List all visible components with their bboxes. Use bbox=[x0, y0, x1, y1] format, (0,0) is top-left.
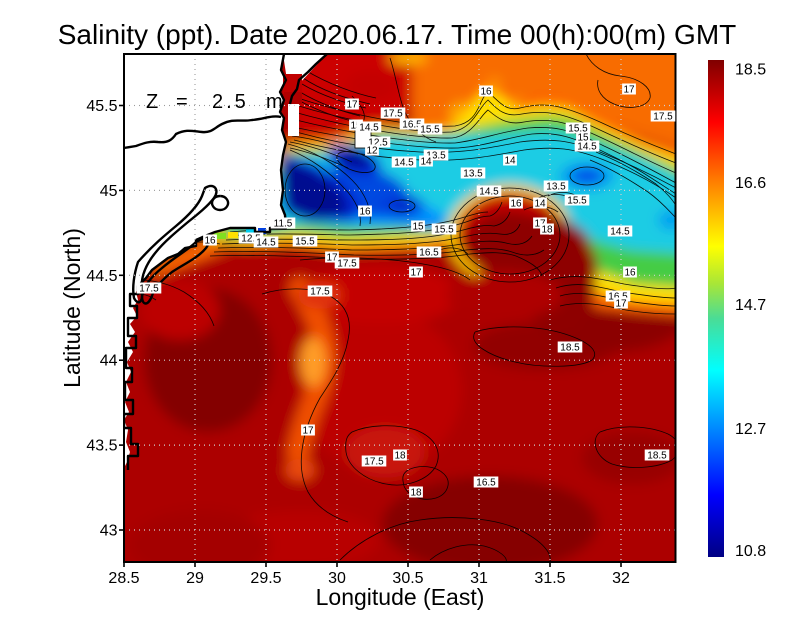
svg-text:16: 16 bbox=[480, 87, 492, 98]
svg-text:Longitude (East): Longitude (East) bbox=[316, 584, 485, 610]
svg-text:14.5: 14.5 bbox=[394, 158, 414, 169]
svg-text:30: 30 bbox=[328, 570, 346, 587]
svg-text:14: 14 bbox=[504, 156, 516, 167]
svg-text:16.6: 16.6 bbox=[735, 175, 766, 192]
svg-text:17: 17 bbox=[302, 426, 314, 437]
svg-text:31: 31 bbox=[470, 570, 488, 587]
svg-text:16.5: 16.5 bbox=[402, 120, 422, 131]
svg-text:17.5: 17.5 bbox=[337, 259, 357, 270]
svg-text:15.5: 15.5 bbox=[567, 196, 587, 207]
svg-text:17.5: 17.5 bbox=[310, 287, 330, 298]
svg-text:16: 16 bbox=[510, 199, 522, 210]
svg-text:29: 29 bbox=[186, 570, 204, 587]
svg-text:12.5: 12.5 bbox=[368, 138, 388, 149]
svg-text:11.5: 11.5 bbox=[274, 219, 293, 230]
svg-text:18.5: 18.5 bbox=[735, 62, 766, 79]
svg-text:13.5: 13.5 bbox=[426, 151, 446, 162]
svg-text:32: 32 bbox=[612, 570, 630, 587]
svg-text:16: 16 bbox=[624, 268, 636, 279]
svg-text:17: 17 bbox=[615, 299, 627, 310]
svg-text:44: 44 bbox=[100, 353, 118, 370]
svg-text:17.5: 17.5 bbox=[653, 112, 673, 123]
svg-text:14.5: 14.5 bbox=[577, 142, 597, 153]
svg-text:30.5: 30.5 bbox=[392, 570, 423, 587]
svg-text:44.5: 44.5 bbox=[86, 268, 117, 285]
svg-text:14.5: 14.5 bbox=[359, 123, 379, 134]
svg-text:17: 17 bbox=[623, 85, 635, 96]
svg-text:28.5: 28.5 bbox=[108, 570, 139, 587]
svg-text:17.5: 17.5 bbox=[383, 109, 403, 120]
svg-text:18.5: 18.5 bbox=[647, 451, 667, 462]
svg-text:15: 15 bbox=[577, 133, 589, 144]
svg-text:13.5: 13.5 bbox=[546, 182, 566, 193]
svg-text:18: 18 bbox=[394, 451, 406, 462]
svg-text:15: 15 bbox=[412, 222, 424, 233]
svg-text:15: 15 bbox=[350, 121, 362, 132]
svg-text:Z=2.5m: Z = 2.5 m bbox=[146, 91, 283, 113]
svg-text:16.5: 16.5 bbox=[608, 292, 628, 303]
svg-text:Salinity (ppt). Date 2020.06.1: Salinity (ppt). Date 2020.06.17. Time 00… bbox=[58, 19, 737, 50]
svg-text:14: 14 bbox=[420, 157, 432, 168]
svg-text:14.5: 14.5 bbox=[610, 227, 630, 238]
svg-text:15.5: 15.5 bbox=[568, 124, 588, 135]
svg-text:13.5: 13.5 bbox=[463, 169, 483, 180]
svg-text:12: 12 bbox=[366, 146, 378, 157]
svg-text:16: 16 bbox=[359, 207, 371, 218]
svg-text:16.5: 16.5 bbox=[419, 248, 439, 259]
svg-text:Latitude (North): Latitude (North) bbox=[59, 228, 85, 388]
svg-text:14: 14 bbox=[534, 199, 546, 210]
svg-text:16.5: 16.5 bbox=[476, 478, 496, 489]
svg-text:29.5: 29.5 bbox=[250, 570, 281, 587]
svg-text:10.8: 10.8 bbox=[735, 543, 766, 560]
svg-text:17: 17 bbox=[410, 268, 422, 279]
svg-text:31.5: 31.5 bbox=[534, 570, 565, 587]
svg-text:18: 18 bbox=[410, 488, 422, 499]
svg-text:17.5: 17.5 bbox=[364, 457, 384, 468]
svg-text:16: 16 bbox=[204, 236, 216, 247]
svg-text:14.5: 14.5 bbox=[479, 187, 499, 198]
svg-text:12.5: 12.5 bbox=[241, 234, 261, 245]
svg-text:17.5: 17.5 bbox=[139, 284, 159, 295]
svg-text:45: 45 bbox=[100, 183, 118, 200]
svg-text:43: 43 bbox=[100, 523, 118, 540]
svg-text:14.7: 14.7 bbox=[735, 297, 766, 314]
svg-text:43.5: 43.5 bbox=[86, 438, 117, 455]
svg-text:18: 18 bbox=[541, 225, 553, 236]
svg-text:18.5: 18.5 bbox=[560, 343, 580, 354]
svg-text:12.7: 12.7 bbox=[735, 421, 766, 438]
svg-text:15.5: 15.5 bbox=[420, 125, 440, 136]
svg-text:15.5: 15.5 bbox=[434, 225, 454, 236]
svg-text:45.5: 45.5 bbox=[86, 98, 117, 115]
svg-text:14.5: 14.5 bbox=[256, 238, 276, 249]
svg-text:17: 17 bbox=[346, 100, 358, 111]
svg-text:17: 17 bbox=[326, 253, 338, 264]
svg-text:15.5: 15.5 bbox=[295, 237, 315, 248]
